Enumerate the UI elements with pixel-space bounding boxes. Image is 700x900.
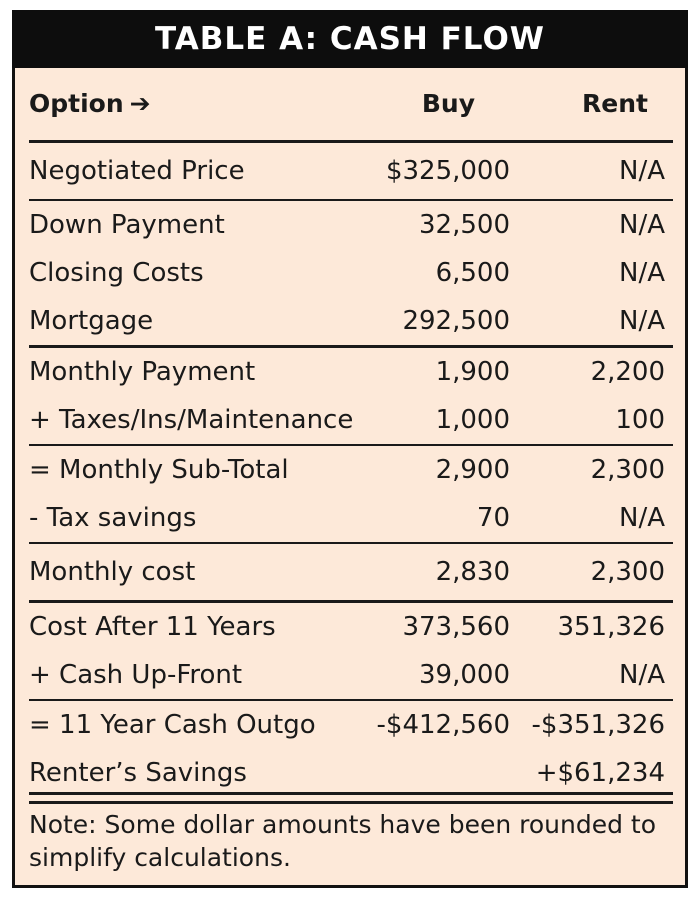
table-row: Cost After 11 Years 373,560 351,326 <box>29 603 673 651</box>
row-label: - Tax savings <box>29 503 197 533</box>
buy-value: 32,500 <box>419 210 510 240</box>
row-label: + Taxes/Ins/Maintenance <box>29 405 354 435</box>
buy-value: 70 <box>476 503 510 533</box>
row-label: Renter’s Savings <box>29 758 247 788</box>
cash-flow-table: Option ➔ Buy Rent Negotiated Price $325,0… <box>29 68 673 797</box>
row-label: Negotiated Price <box>29 156 245 186</box>
buy-value: 292,500 <box>402 306 510 336</box>
buy-value: 1,900 <box>435 357 510 387</box>
table-row: - Tax savings 70 N/A <box>29 494 673 542</box>
row-label: Monthly cost <box>29 557 196 587</box>
rent-value: N/A <box>619 660 665 690</box>
rent-value: 100 <box>615 405 665 435</box>
row-label: Down Payment <box>29 210 225 240</box>
rent-column-header: Rent <box>582 89 648 118</box>
rent-value: 2,200 <box>590 357 665 387</box>
table-row: = 11 Year Cash Outgo -$412,560 -$351,326 <box>29 701 673 749</box>
table-row: = Monthly Sub-Total 2,900 2,300 <box>29 446 673 494</box>
rent-value: 2,300 <box>590 557 665 587</box>
rent-value: N/A <box>619 503 665 533</box>
rent-value: N/A <box>619 156 665 186</box>
table-row: Mortgage 292,500 N/A <box>29 297 673 345</box>
divider <box>29 140 673 143</box>
buy-value: 373,560 <box>402 612 510 642</box>
divider <box>29 600 673 603</box>
divider <box>29 542 673 544</box>
buy-value: -$412,560 <box>376 710 510 740</box>
table-row: Closing Costs 6,500 N/A <box>29 249 673 297</box>
divider <box>29 199 673 201</box>
buy-column-header: Buy <box>421 89 475 118</box>
buy-value: 6,500 <box>435 258 510 288</box>
buy-value: 39,000 <box>419 660 510 690</box>
rent-value: N/A <box>619 258 665 288</box>
row-label: Monthly Payment <box>29 357 256 387</box>
rent-value: 351,326 <box>557 612 665 642</box>
divider <box>29 345 673 348</box>
rent-value: N/A <box>619 210 665 240</box>
row-label: + Cash Up-Front <box>29 660 243 690</box>
table-row: Renter’s Savings +$61,234 <box>29 749 673 797</box>
column-header-row: Option ➔ Buy Rent <box>29 68 673 140</box>
row-label: Closing Costs <box>29 258 204 288</box>
buy-value: 2,900 <box>435 455 510 485</box>
table-title: TABLE A: CASH FLOW <box>12 10 688 68</box>
row-label: = Monthly Sub-Total <box>29 455 289 485</box>
row-label: Cost After 11 Years <box>29 612 276 642</box>
rent-value: -$351,326 <box>531 710 665 740</box>
row-label: Mortgage <box>29 306 154 336</box>
table-row: + Taxes/Ins/Maintenance 1,000 100 <box>29 396 673 444</box>
right-arrow-icon: ➔ <box>129 89 151 118</box>
table-row: Down Payment 32,500 N/A <box>29 201 673 249</box>
option-header-label: Option <box>29 89 124 118</box>
table-row: Monthly Payment 1,900 2,200 <box>29 348 673 396</box>
buy-value: 2,830 <box>435 557 510 587</box>
cash-flow-table-card: TABLE A: CASH FLOW Option ➔ Buy Rent Nego… <box>12 10 688 888</box>
footnote: Note: Some dollar amounts have been roun… <box>29 810 657 872</box>
double-divider <box>29 792 673 804</box>
buy-value: 1,000 <box>435 405 510 435</box>
table-row: Negotiated Price $325,000 N/A <box>29 143 673 199</box>
rent-value: +$61,234 <box>535 758 665 788</box>
buy-value: $325,000 <box>385 156 510 186</box>
option-header: Option ➔ <box>29 68 151 140</box>
rent-value: N/A <box>619 306 665 336</box>
rent-value: 2,300 <box>590 455 665 485</box>
divider <box>29 699 673 701</box>
row-label: = 11 Year Cash Outgo <box>29 710 316 740</box>
table-row: Monthly cost 2,830 2,300 <box>29 544 673 600</box>
table-row: + Cash Up-Front 39,000 N/A <box>29 651 673 699</box>
divider <box>29 444 673 446</box>
